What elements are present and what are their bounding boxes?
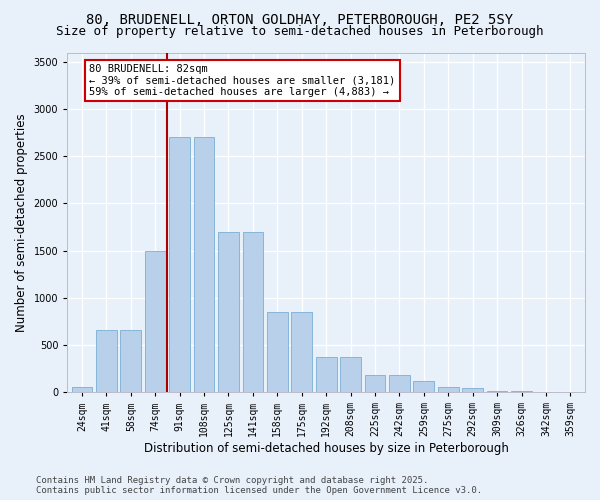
Bar	[194, 138, 214, 392]
Bar	[413, 382, 434, 392]
Bar	[71, 387, 92, 392]
Bar	[292, 312, 312, 392]
Text: Contains HM Land Registry data © Crown copyright and database right 2025.
Contai: Contains HM Land Registry data © Crown c…	[36, 476, 482, 495]
Bar	[365, 374, 385, 392]
Bar	[218, 232, 239, 392]
Text: 80 BRUDENELL: 82sqm
← 39% of semi-detached houses are smaller (3,181)
59% of sem: 80 BRUDENELL: 82sqm ← 39% of semi-detach…	[89, 64, 395, 97]
Bar	[96, 330, 117, 392]
Text: 80, BRUDENELL, ORTON GOLDHAY, PETERBOROUGH, PE2 5SY: 80, BRUDENELL, ORTON GOLDHAY, PETERBOROU…	[86, 12, 514, 26]
Bar	[340, 358, 361, 392]
X-axis label: Distribution of semi-detached houses by size in Peterborough: Distribution of semi-detached houses by …	[144, 442, 509, 455]
Bar	[267, 312, 288, 392]
Text: Size of property relative to semi-detached houses in Peterborough: Size of property relative to semi-detach…	[56, 25, 544, 38]
Bar	[316, 358, 337, 392]
Y-axis label: Number of semi-detached properties: Number of semi-detached properties	[15, 113, 28, 332]
Bar	[487, 391, 508, 392]
Bar	[169, 138, 190, 392]
Bar	[511, 391, 532, 392]
Bar	[242, 232, 263, 392]
Bar	[389, 374, 410, 392]
Bar	[145, 250, 166, 392]
Bar	[438, 386, 458, 392]
Bar	[121, 330, 141, 392]
Bar	[462, 388, 483, 392]
